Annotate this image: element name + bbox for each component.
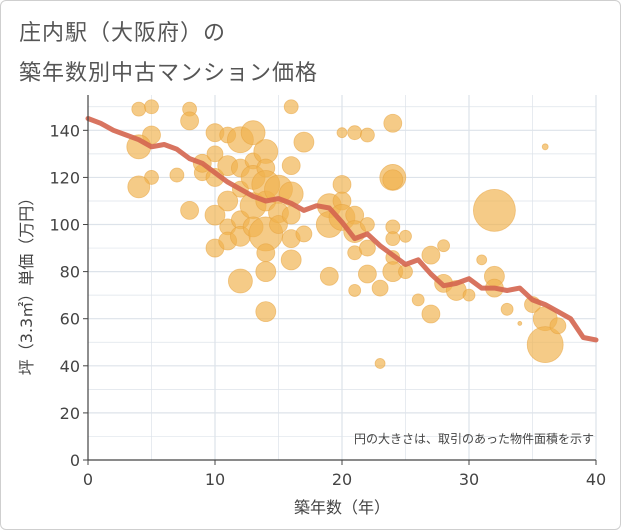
- y-tick-label: 100: [49, 216, 80, 235]
- y-axis-label: 坪（3.3㎡）単価（万円）: [17, 190, 36, 375]
- y-tick-label: 40: [60, 357, 80, 376]
- data-bubble: [283, 99, 299, 115]
- trend-line-layer: [85, 116, 599, 343]
- data-bubble: [204, 204, 226, 226]
- data-bubble: [240, 120, 266, 146]
- x-tick-label: 20: [332, 470, 352, 489]
- bubble-layer: [126, 99, 567, 369]
- data-bubble: [374, 358, 386, 369]
- data-bubble: [227, 268, 253, 294]
- data-bubble: [371, 279, 389, 297]
- data-bubble: [348, 284, 362, 297]
- data-bubble: [437, 239, 451, 253]
- data-bubble: [541, 143, 549, 151]
- data-bubble: [269, 215, 288, 234]
- data-bubble: [169, 167, 185, 183]
- data-bubble: [255, 301, 277, 323]
- data-bubble: [255, 261, 277, 283]
- data-bubble: [476, 254, 488, 266]
- data-bubble: [411, 293, 425, 307]
- average-price-line: [85, 116, 599, 343]
- data-bubble: [385, 231, 401, 247]
- data-bubble: [217, 190, 239, 212]
- y-tick-label: 140: [49, 121, 80, 140]
- data-bubble: [517, 321, 523, 326]
- data-bubble: [293, 131, 315, 153]
- chart-title-line2: 築年数別中古マンション価格: [19, 61, 319, 86]
- data-bubble: [421, 304, 441, 324]
- data-bubble: [382, 169, 404, 191]
- data-bubble: [295, 225, 313, 243]
- data-bubble: [256, 243, 276, 263]
- data-bubble: [549, 317, 567, 335]
- data-bubble: [526, 326, 564, 364]
- y-tick-label: 60: [60, 310, 80, 329]
- chart-title-line1: 庄内駅（大阪府）の: [19, 21, 227, 46]
- data-bubble: [180, 200, 200, 220]
- x-tick-label: 40: [586, 470, 606, 489]
- data-bubble: [383, 113, 403, 133]
- data-bubble: [500, 302, 514, 316]
- data-bubble: [206, 145, 224, 163]
- data-bubble: [144, 99, 159, 115]
- data-bubble: [280, 249, 302, 271]
- data-bubble: [399, 229, 412, 243]
- data-bubble: [332, 175, 352, 194]
- data-bubble: [462, 288, 476, 302]
- data-bubble: [359, 127, 375, 143]
- grid-lines: [88, 95, 597, 460]
- x-axis-label: 築年数（年）: [294, 498, 390, 517]
- data-bubble: [421, 245, 441, 265]
- y-tick-label: 80: [60, 263, 80, 282]
- x-tick-label: 10: [205, 470, 225, 489]
- data-bubble: [359, 217, 375, 232]
- data-bubble: [336, 127, 348, 139]
- data-bubble: [127, 175, 151, 199]
- x-tick-label: 30: [459, 470, 479, 489]
- x-tick-label: 0: [83, 470, 93, 489]
- data-bubble: [347, 125, 363, 141]
- data-bubble: [281, 156, 301, 176]
- data-bubble: [131, 101, 147, 117]
- axes: 0 10 20 30 40 0 20 40 60 80 100 120 140: [49, 95, 606, 489]
- y-tick-label: 0: [70, 451, 80, 470]
- y-tick-label: 120: [49, 168, 80, 187]
- data-bubble: [357, 264, 377, 284]
- bubble-size-note: 円の大きさは、取引のあった物件面積を示す: [354, 431, 594, 446]
- y-tick-label: 20: [60, 404, 80, 423]
- data-bubble: [472, 188, 516, 232]
- data-bubble: [319, 266, 339, 286]
- data-bubble: [180, 111, 200, 131]
- data-bubble: [358, 239, 376, 257]
